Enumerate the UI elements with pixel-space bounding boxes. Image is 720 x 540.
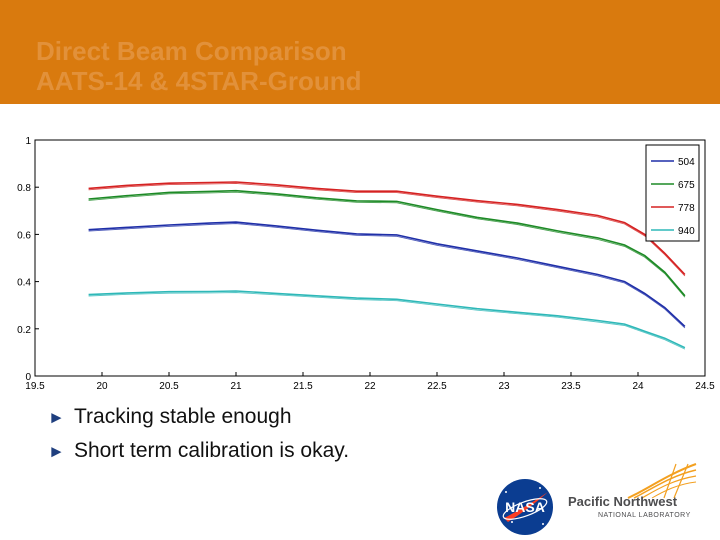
- pnnl-name: Pacific Northwest: [568, 494, 678, 509]
- y-tick-label: 0.4: [17, 278, 31, 289]
- nasa-logo: NASA: [497, 479, 553, 535]
- bullet-text: Short term calibration is okay.: [74, 439, 350, 462]
- slide-title: Direct Beam Comparison AATS-14 & 4STAR-G…: [36, 36, 361, 96]
- pnnl-logo: Pacific Northwest NATIONAL LABORATORY: [564, 462, 714, 524]
- x-tick-label: 22: [364, 381, 376, 392]
- legend-label: 940: [678, 226, 695, 237]
- triangle-right-icon: ►: [48, 442, 65, 461]
- y-axis: 0 0.2 0.4 0.6 0.8 1: [17, 136, 39, 383]
- plot-area: [34, 139, 706, 377]
- legend: 504 675 778 940: [645, 144, 700, 242]
- x-tick-label: 23: [498, 381, 510, 392]
- bullet-item: ► Short term calibration is okay.: [48, 434, 349, 468]
- series-line-778-4star: [88, 182, 686, 277]
- series-group: [88, 181, 686, 350]
- x-axis: 19.5 20 20.5 21 21.5 22 22.5 23 23.5 24 24.5: [25, 372, 715, 392]
- nasa-wordmark: NASA: [505, 499, 545, 515]
- y-tick-label: 1: [25, 136, 31, 147]
- slide-title-line-2: AATS-14 & 4STAR-Ground: [36, 66, 362, 96]
- legend-label: 504: [678, 157, 695, 168]
- series-line-675: [88, 189, 686, 297]
- series-line-504: [88, 221, 686, 327]
- series-line-940: [88, 290, 686, 349]
- x-tick-label: 21: [230, 381, 242, 392]
- x-tick-label: 23.5: [561, 381, 581, 392]
- header-bar: Direct Beam Comparison AATS-14 & 4STAR-G…: [0, 0, 720, 104]
- pnnl-mark-icon: [627, 463, 697, 499]
- y-tick-label: 0.6: [17, 230, 31, 241]
- series-line-940-4star: [88, 292, 686, 350]
- x-tick-label: 24: [632, 381, 644, 392]
- y-tick-label: 0.2: [17, 325, 31, 336]
- x-tick-label: 21.5: [293, 381, 313, 392]
- legend-label: 675: [678, 180, 695, 191]
- bullet-list: ► Tracking stable enough ► Short term cali…: [48, 400, 349, 468]
- bullet-text: Tracking stable enough: [74, 405, 292, 428]
- x-tick-label: 22.5: [427, 381, 447, 392]
- x-tick-label: 24.5: [695, 381, 715, 392]
- x-tick-label: 20: [96, 381, 108, 392]
- series-line-675-4star: [88, 191, 686, 298]
- slide-title-line-1: Direct Beam Comparison: [36, 36, 347, 66]
- series-line-504-4star: [88, 223, 686, 329]
- y-tick-label: 0.8: [17, 183, 31, 194]
- y-tick-label: 0: [25, 372, 31, 383]
- line-chart: 0 0.2 0.4 0.6 0.8 1 19.5 20 20.5 21 21.5 22 22.5 23 2…: [17, 136, 715, 392]
- series-line-778: [88, 181, 686, 276]
- x-tick-label: 20.5: [159, 381, 179, 392]
- bullet-item: ► Tracking stable enough: [48, 400, 349, 434]
- triangle-right-icon: ►: [48, 408, 65, 427]
- pnnl-subtitle: NATIONAL LABORATORY: [598, 512, 691, 519]
- x-tick-label: 19.5: [25, 381, 45, 392]
- legend-label: 778: [678, 203, 695, 214]
